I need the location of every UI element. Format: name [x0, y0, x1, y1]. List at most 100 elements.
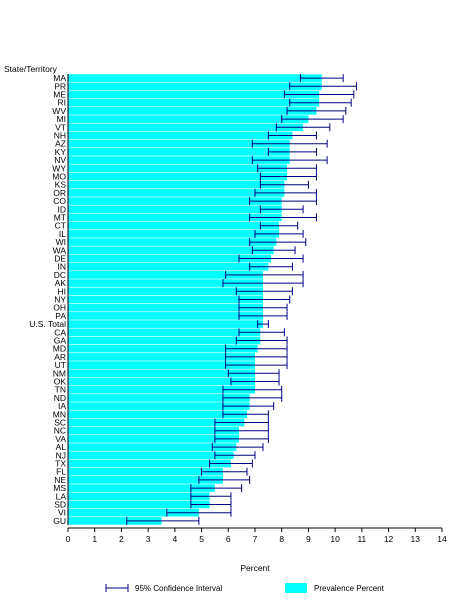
bar-va — [68, 435, 239, 443]
ci-nh — [267, 131, 317, 140]
bar-ms — [68, 484, 215, 492]
bar-wa — [68, 246, 274, 255]
x-tick-label: 2 — [119, 534, 124, 544]
x-tick-label: 12 — [384, 534, 394, 544]
legend-prevalence-label: Prevalence Percent — [314, 584, 385, 593]
category-label: WI — [56, 237, 66, 247]
ci-wi — [249, 238, 307, 247]
bar-il — [68, 230, 280, 238]
category-label: GU — [53, 516, 66, 526]
x-tick-label: 13 — [411, 534, 421, 544]
ci-ny — [238, 295, 291, 304]
bar-hi — [68, 287, 264, 296]
ci-al — [211, 443, 264, 452]
category-label: VI — [58, 508, 66, 518]
bar-ri — [68, 98, 320, 107]
bar-az — [68, 139, 290, 148]
ci-pr — [289, 82, 358, 91]
x-tick-label: 11 — [357, 534, 366, 544]
bar-tn — [68, 385, 255, 394]
ci-nm — [227, 369, 280, 378]
category-label: NV — [54, 155, 66, 165]
category-label: CT — [55, 221, 66, 231]
ci-ga — [235, 336, 288, 345]
category-label: U.S. Total — [29, 319, 66, 329]
ci-nc — [214, 426, 269, 435]
category-label: RI — [58, 98, 67, 108]
ci-or — [254, 188, 317, 197]
category-label: AL — [56, 442, 67, 452]
bar-ks — [68, 180, 285, 189]
category-label: PA — [55, 311, 66, 321]
bar-fl — [68, 467, 223, 476]
category-label: ME — [53, 90, 66, 100]
bar-de — [68, 254, 272, 263]
category-label: WY — [52, 163, 66, 173]
category-label: IL — [59, 229, 66, 239]
ci-dc — [225, 270, 304, 279]
bar-nh — [68, 131, 293, 140]
category-label: CA — [54, 327, 66, 337]
y-axis-title: State/Territory — [4, 64, 58, 74]
ci-ia — [222, 402, 275, 411]
ci-oh — [238, 303, 288, 312]
category-label: MT — [54, 213, 66, 223]
category-label: MS — [53, 483, 66, 493]
ci-co — [249, 197, 317, 206]
bar-nm — [68, 369, 255, 378]
x-tick-label: 3 — [146, 534, 151, 544]
x-tick-label: 0 — [66, 534, 71, 544]
ci-de — [238, 254, 304, 263]
bar-wy — [68, 164, 288, 173]
ci-ca — [238, 328, 285, 337]
bar-ne — [68, 476, 223, 484]
ci-fl — [201, 467, 248, 476]
legend-prevalence-swatch — [285, 583, 307, 593]
category-label: MO — [52, 172, 66, 182]
category-label: NH — [54, 131, 66, 141]
category-label: MN — [53, 409, 66, 419]
bar-ct — [68, 221, 280, 230]
ci-id — [259, 205, 304, 214]
bar-ky — [68, 148, 290, 156]
bar-ga — [68, 336, 261, 345]
bar-tx — [68, 459, 231, 468]
category-label: IN — [58, 262, 67, 272]
ci-wv — [286, 106, 347, 115]
bar-md — [68, 344, 258, 353]
bar-ia — [68, 402, 250, 410]
category-label: NC — [54, 426, 66, 436]
category-label: TN — [55, 385, 66, 395]
bar-mt — [68, 213, 282, 222]
bar-pr — [68, 82, 322, 91]
category-label: PR — [54, 81, 66, 91]
ci-sc — [214, 418, 269, 427]
ci-vt — [275, 123, 331, 132]
category-label: NM — [53, 368, 66, 378]
bar-nc — [68, 426, 239, 435]
legend-ci-label: 95% Confidence Interval — [135, 584, 222, 593]
ci-in — [249, 262, 293, 271]
category-label: MA — [53, 73, 66, 83]
bar-nd — [68, 394, 250, 402]
ci-ma — [299, 74, 344, 83]
category-label: SD — [54, 500, 66, 510]
ci-ms — [190, 484, 243, 493]
ci-u-s-total — [257, 320, 269, 329]
ci-vi — [166, 508, 232, 517]
x-tick-label: 7 — [253, 534, 258, 544]
ci-ak — [222, 279, 304, 288]
bar-co — [68, 197, 282, 205]
category-label: OH — [53, 303, 66, 313]
ci-ct — [259, 221, 299, 230]
ci-gu — [126, 516, 200, 525]
ci-ar — [225, 352, 288, 361]
category-label: IA — [58, 401, 66, 411]
category-label: MI — [57, 114, 66, 124]
bar-al — [68, 443, 237, 451]
ci-wy — [257, 164, 317, 173]
category-label: AK — [55, 278, 67, 288]
category-label: CO — [53, 196, 66, 206]
category-label: VT — [55, 122, 66, 132]
